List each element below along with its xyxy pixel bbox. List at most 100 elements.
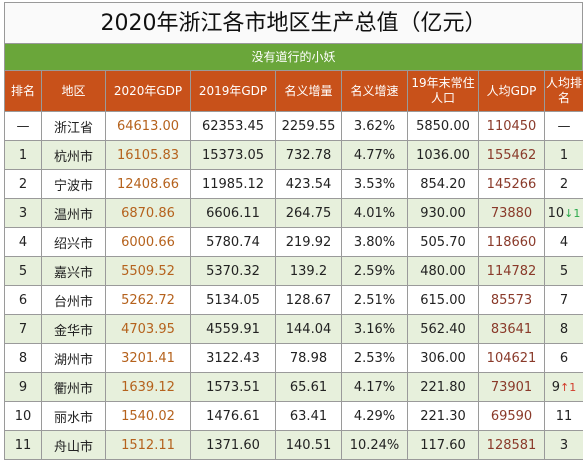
cell-gdp-2020: 5262.72	[105, 285, 191, 315]
cell-per-capita-rank: 1	[544, 140, 583, 170]
cell-gdp-2020: 6000.66	[105, 227, 191, 257]
cell-population: 5850.00	[407, 111, 479, 141]
cell-population: 562.40	[407, 314, 479, 344]
cell-region: 金华市	[41, 314, 106, 344]
cell-per-capita-rank: —	[544, 111, 583, 141]
cell-region: 嘉兴市	[41, 256, 106, 286]
rank-down-indicator: ↓1	[564, 206, 581, 220]
cell-population: 117.60	[407, 430, 479, 460]
cell-rank: 10	[4, 401, 42, 431]
cell-per-capita-gdp: 73901	[478, 372, 545, 402]
header-nominal-growth: 名义增速	[341, 70, 408, 112]
per-capita-rank-value: 11	[555, 408, 573, 424]
cell-gdp-2020: 12408.66	[105, 169, 191, 199]
cell-per-capita-gdp: 128581	[478, 430, 545, 460]
cell-rank: 11	[4, 430, 42, 460]
header-nominal-increment: 名义增量	[275, 70, 342, 112]
cell-per-capita-rank: 11	[544, 401, 583, 431]
cell-nominal-increment: 140.51	[275, 430, 342, 460]
cell-region: 杭州市	[41, 140, 106, 170]
table-row: 1 杭州市 16105.83 15373.05 732.78 4.77% 1036.00 15…	[4, 140, 583, 170]
cell-gdp-2020: 6870.86	[105, 198, 191, 228]
cell-gdp-2020: 1639.12	[105, 372, 191, 402]
cell-per-capita-rank: 9↑1	[544, 372, 583, 402]
cell-nominal-growth: 2.51%	[341, 285, 408, 315]
table-row: 3 温州市 6870.86 6606.11 264.75 4.01% 930.00 73880…	[4, 198, 583, 228]
per-capita-rank-value: 3	[559, 437, 569, 453]
gdp-table-document: 2020年浙江各市地区生产总值（亿元） 没有道行的小妖 排名 地区 2020年G…	[4, 2, 583, 471]
cell-per-capita-rank: 7	[544, 285, 583, 315]
table-row: 8 湖州市 3201.41 3122.43 78.98 2.53% 306.00 104621…	[4, 343, 583, 373]
cell-nominal-increment: 78.98	[275, 343, 342, 373]
cell-gdp-2019: 11985.12	[190, 169, 276, 199]
cell-per-capita-rank: 10↓1	[544, 198, 583, 228]
header-gdp-2020: 2020年GDP	[105, 70, 191, 112]
cell-population: 306.00	[407, 343, 479, 373]
table-header-row: 排名 地区 2020年GDP 2019年GDP 名义增量 名义增速 19年末常住…	[4, 70, 583, 112]
cell-region: 宁波市	[41, 169, 106, 199]
cell-nominal-growth: 4.29%	[341, 401, 408, 431]
cell-gdp-2019: 1573.51	[190, 372, 276, 402]
cell-rank: 2	[4, 169, 42, 199]
cell-per-capita-rank: 3	[544, 430, 583, 460]
gdp-table: 排名 地区 2020年GDP 2019年GDP 名义增量 名义增速 19年末常住…	[4, 70, 583, 460]
cell-nominal-increment: 423.54	[275, 169, 342, 199]
cell-nominal-increment: 2259.55	[275, 111, 342, 141]
cell-nominal-growth: 4.17%	[341, 372, 408, 402]
header-population: 19年末常住人口	[407, 70, 479, 112]
cell-per-capita-rank: 2	[544, 169, 583, 199]
cell-rank: 4	[4, 227, 42, 257]
cell-population: 615.00	[407, 285, 479, 315]
cell-rank: —	[4, 111, 42, 141]
cell-rank: 8	[4, 343, 42, 373]
rank-up-indicator: ↑1	[560, 380, 577, 394]
cell-region: 舟山市	[41, 430, 106, 460]
cell-nominal-growth: 4.77%	[341, 140, 408, 170]
table-body: — 浙江省 64613.00 62353.45 2259.55 3.62% 5850.00 1…	[4, 111, 583, 460]
table-row: 4 绍兴市 6000.66 5780.74 219.92 3.80% 505.70 11866…	[4, 227, 583, 257]
cell-rank: 1	[4, 140, 42, 170]
cell-gdp-2020: 3201.41	[105, 343, 191, 373]
cell-gdp-2019: 5134.05	[190, 285, 276, 315]
cell-population: 221.80	[407, 372, 479, 402]
cell-gdp-2020: 4703.95	[105, 314, 191, 344]
cell-gdp-2020: 1540.02	[105, 401, 191, 431]
per-capita-rank-value: 4	[559, 234, 569, 250]
cell-nominal-increment: 219.92	[275, 227, 342, 257]
cell-gdp-2019: 1476.61	[190, 401, 276, 431]
cell-region: 衢州市	[41, 372, 106, 402]
cell-gdp-2019: 1371.60	[190, 430, 276, 460]
cell-nominal-growth: 3.80%	[341, 227, 408, 257]
cell-population: 854.20	[407, 169, 479, 199]
cell-nominal-growth: 4.01%	[341, 198, 408, 228]
cell-nominal-growth: 2.59%	[341, 256, 408, 286]
cell-gdp-2019: 5370.32	[190, 256, 276, 286]
cell-rank: 6	[4, 285, 42, 315]
table-row: 10 丽水市 1540.02 1476.61 63.41 4.29% 221.30 69590…	[4, 401, 583, 431]
cell-population: 930.00	[407, 198, 479, 228]
subtitle-banner: 没有道行的小妖	[4, 44, 583, 70]
cell-per-capita-gdp: 83641	[478, 314, 545, 344]
table-row: — 浙江省 64613.00 62353.45 2259.55 3.62% 5850.00 1…	[4, 111, 583, 141]
page-title: 2020年浙江各市地区生产总值（亿元）	[4, 2, 583, 44]
cell-nominal-growth: 3.53%	[341, 169, 408, 199]
cell-per-capita-gdp: 69590	[478, 401, 545, 431]
cell-per-capita-rank: 8	[544, 314, 583, 344]
per-capita-rank-value: 1	[559, 147, 569, 163]
table-row: 11 舟山市 1512.11 1371.60 140.51 10.24% 117.60 128…	[4, 430, 583, 460]
per-capita-rank-value: 6	[559, 350, 569, 366]
cell-population: 505.70	[407, 227, 479, 257]
cell-gdp-2019: 62353.45	[190, 111, 276, 141]
cell-per-capita-gdp: 85573	[478, 285, 545, 315]
cell-rank: 7	[4, 314, 42, 344]
cell-nominal-increment: 732.78	[275, 140, 342, 170]
header-per-capita-gdp: 人均GDP	[478, 70, 545, 112]
per-capita-rank-value: 2	[559, 176, 569, 192]
per-capita-rank-value: 5	[559, 263, 569, 279]
cell-nominal-growth: 10.24%	[341, 430, 408, 460]
cell-per-capita-rank: 4	[544, 227, 583, 257]
cell-nominal-growth: 3.16%	[341, 314, 408, 344]
header-region: 地区	[41, 70, 106, 112]
per-capita-rank-value: 8	[559, 321, 569, 337]
cell-region: 湖州市	[41, 343, 106, 373]
